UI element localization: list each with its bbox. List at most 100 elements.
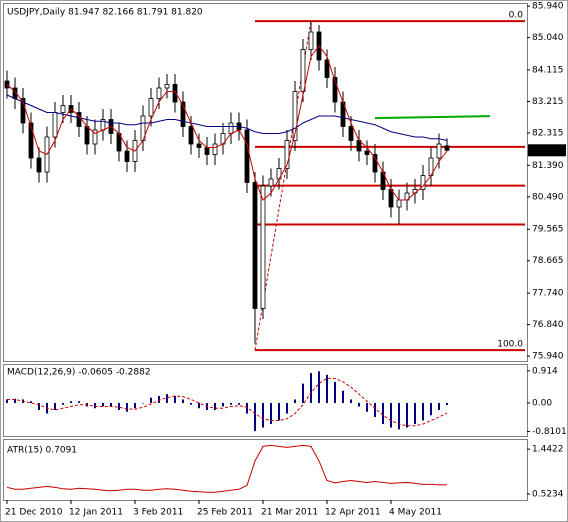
y-tick-label: 1.4422 (532, 445, 564, 455)
macd-bar (14, 398, 16, 403)
macd-bar (414, 402, 416, 425)
y-tick-label: 83.215 (532, 97, 564, 107)
y-tick-label: 77.740 (532, 289, 564, 299)
macd-bar (422, 402, 424, 421)
y-tick-label: 78.665 (532, 256, 564, 266)
candle-body (204, 147, 210, 155)
candle-body (196, 143, 202, 148)
macd-bar (142, 402, 144, 404)
macd-bar (174, 395, 176, 403)
macd-bar (222, 402, 224, 407)
fib-label: 100.0 (497, 340, 523, 350)
candle-body (436, 143, 442, 159)
macd-bar (358, 402, 360, 407)
candle-body (324, 59, 330, 78)
macd-bar (102, 402, 104, 407)
candle-body (172, 84, 178, 103)
x-tick-label: 4 May 2011 (389, 508, 442, 518)
macd-bar (262, 402, 264, 428)
candle-body (444, 145, 450, 151)
candle-body (228, 122, 234, 134)
macd-bar (230, 402, 232, 405)
macd-bar (430, 402, 432, 416)
candle-body (180, 101, 186, 127)
macd-bar (158, 395, 160, 403)
macd-bar (126, 402, 128, 412)
macd-bar (166, 394, 168, 403)
macd-bar (302, 383, 304, 403)
x-tick-label: 3 Feb 2011 (133, 508, 183, 518)
fib-label: 0.0 (509, 11, 524, 21)
y-tick-label: 85.040 (532, 33, 564, 43)
y-tick-label: 0.914 (532, 366, 558, 376)
macd-bar (294, 399, 296, 403)
y-tick-label: 85.940 (532, 2, 564, 12)
atr-panel (3, 439, 528, 501)
macd-bar (350, 399, 352, 403)
x-tick-label: 21 Mar 2011 (261, 508, 318, 518)
y-tick-label: 82.315 (532, 128, 564, 138)
macd-bar (254, 402, 256, 432)
y-tick-label: 76.840 (532, 320, 564, 330)
candle-body (252, 182, 258, 309)
candle-body (188, 126, 194, 145)
candle-body (60, 105, 66, 113)
price-panel (3, 3, 528, 362)
candle-body (124, 150, 130, 162)
macd-title: MACD(12,26,9) -0.0605 -0.2882 (7, 368, 151, 378)
candle-body (20, 98, 26, 124)
candle-body (396, 199, 402, 208)
macd-bar (190, 402, 192, 405)
macd-bar (198, 402, 200, 409)
macd-bar (214, 402, 216, 410)
macd-bar (278, 402, 280, 421)
macd-bar (326, 374, 328, 403)
macd-bar (62, 402, 64, 405)
macd-bar (446, 402, 448, 406)
ma-fast (6, 45, 448, 201)
last-price-box (528, 144, 566, 157)
macd-bar (286, 402, 288, 414)
macd-bar (94, 402, 96, 409)
macd-bar (6, 399, 8, 403)
macd-bar (374, 402, 376, 418)
macd-bar (310, 373, 312, 403)
macd-bar (246, 402, 248, 414)
y-tick-label: 0.5234 (532, 489, 564, 499)
macd-bar (342, 390, 344, 403)
candle-body (300, 49, 306, 92)
candle-body (372, 154, 378, 173)
candle-body (148, 98, 154, 117)
y-tick-label: 80.490 (532, 192, 564, 202)
y-tick-label: 79.565 (532, 225, 564, 235)
y-tick-label: 75.940 (532, 352, 564, 362)
candle-body (420, 175, 426, 190)
macd-bar (238, 402, 240, 405)
macd-bar (150, 397, 152, 403)
macd-bar (38, 402, 40, 410)
candle-body (268, 178, 274, 187)
macd-bar (406, 402, 408, 428)
candle-body (28, 122, 34, 159)
macd-bar (270, 402, 272, 425)
x-tick-label: 25 Feb 2011 (197, 508, 253, 518)
candle-body (84, 126, 90, 145)
macd-signal (7, 377, 448, 427)
macd-bar (134, 402, 136, 409)
candle-body (364, 150, 370, 155)
macd-panel (3, 364, 528, 437)
macd-bar (118, 402, 120, 410)
macd-bar (30, 401, 32, 403)
macd-bar (182, 399, 184, 403)
candle-body (284, 140, 290, 169)
x-tick-label: 12 Jan 2011 (69, 508, 123, 518)
candle-body (212, 143, 218, 155)
last-price-label: 81.820 (531, 146, 563, 156)
macd-bar (54, 402, 56, 410)
candle-body (164, 84, 170, 89)
candle-body (244, 129, 250, 183)
y-tick-label: 84.115 (532, 65, 564, 75)
candle-body (260, 185, 266, 309)
macd-bar (78, 401, 80, 403)
